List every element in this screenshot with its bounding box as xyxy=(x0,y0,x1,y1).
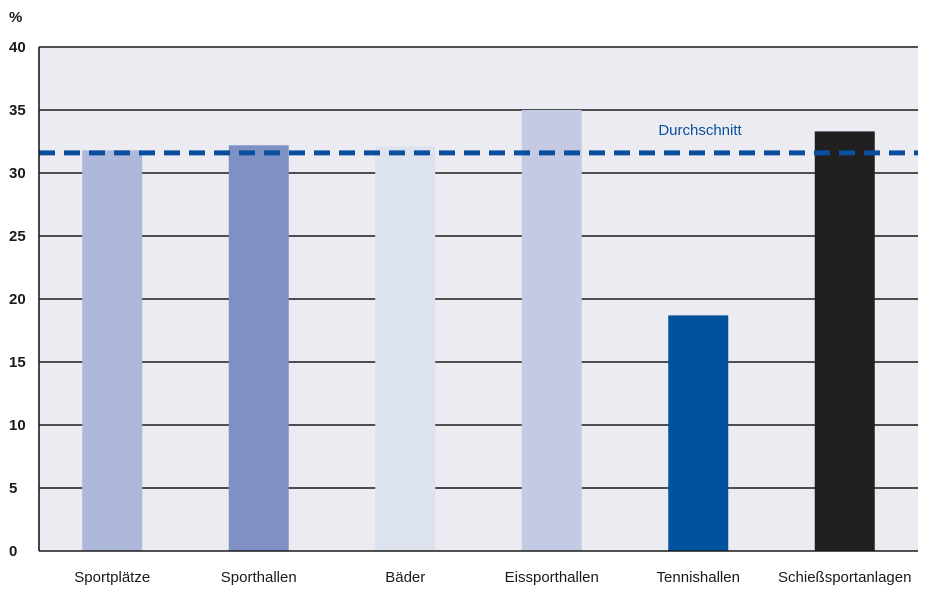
y-tick-label: 35 xyxy=(9,102,26,119)
bar xyxy=(814,131,875,552)
bar xyxy=(228,145,289,551)
y-tick-label: 10 xyxy=(9,417,26,434)
y-tick-label: 5 xyxy=(9,480,17,497)
y-tick-label: 40 xyxy=(9,39,26,56)
average-reference-label: Durchschnitt xyxy=(658,122,742,139)
bar xyxy=(82,150,143,551)
y-axis-tick-labels: 0 5 10 15 20 25 30 35 40 xyxy=(9,39,26,560)
category-label: Schießsportanlagen xyxy=(778,569,911,586)
bar xyxy=(668,315,729,551)
y-tick-label: 0 xyxy=(9,543,17,560)
y-tick-label: 20 xyxy=(9,291,26,308)
y-axis-unit: % xyxy=(9,9,22,26)
category-label: Sportplätze xyxy=(74,569,150,586)
category-labels: Sportplätze Sporthallen Bäder Eissporthalle… xyxy=(74,569,911,586)
grid-lines xyxy=(39,46,918,489)
category-label: Sporthallen xyxy=(221,569,297,586)
bar xyxy=(521,110,582,551)
category-label: Bäder xyxy=(385,569,425,586)
y-tick-label: 30 xyxy=(9,165,26,182)
bar xyxy=(375,146,436,552)
y-tick-label: 15 xyxy=(9,354,26,371)
bars xyxy=(82,110,875,552)
category-label: Eissporthallen xyxy=(505,569,599,586)
category-label: Tennishallen xyxy=(657,569,740,586)
y-tick-label: 25 xyxy=(9,228,26,245)
